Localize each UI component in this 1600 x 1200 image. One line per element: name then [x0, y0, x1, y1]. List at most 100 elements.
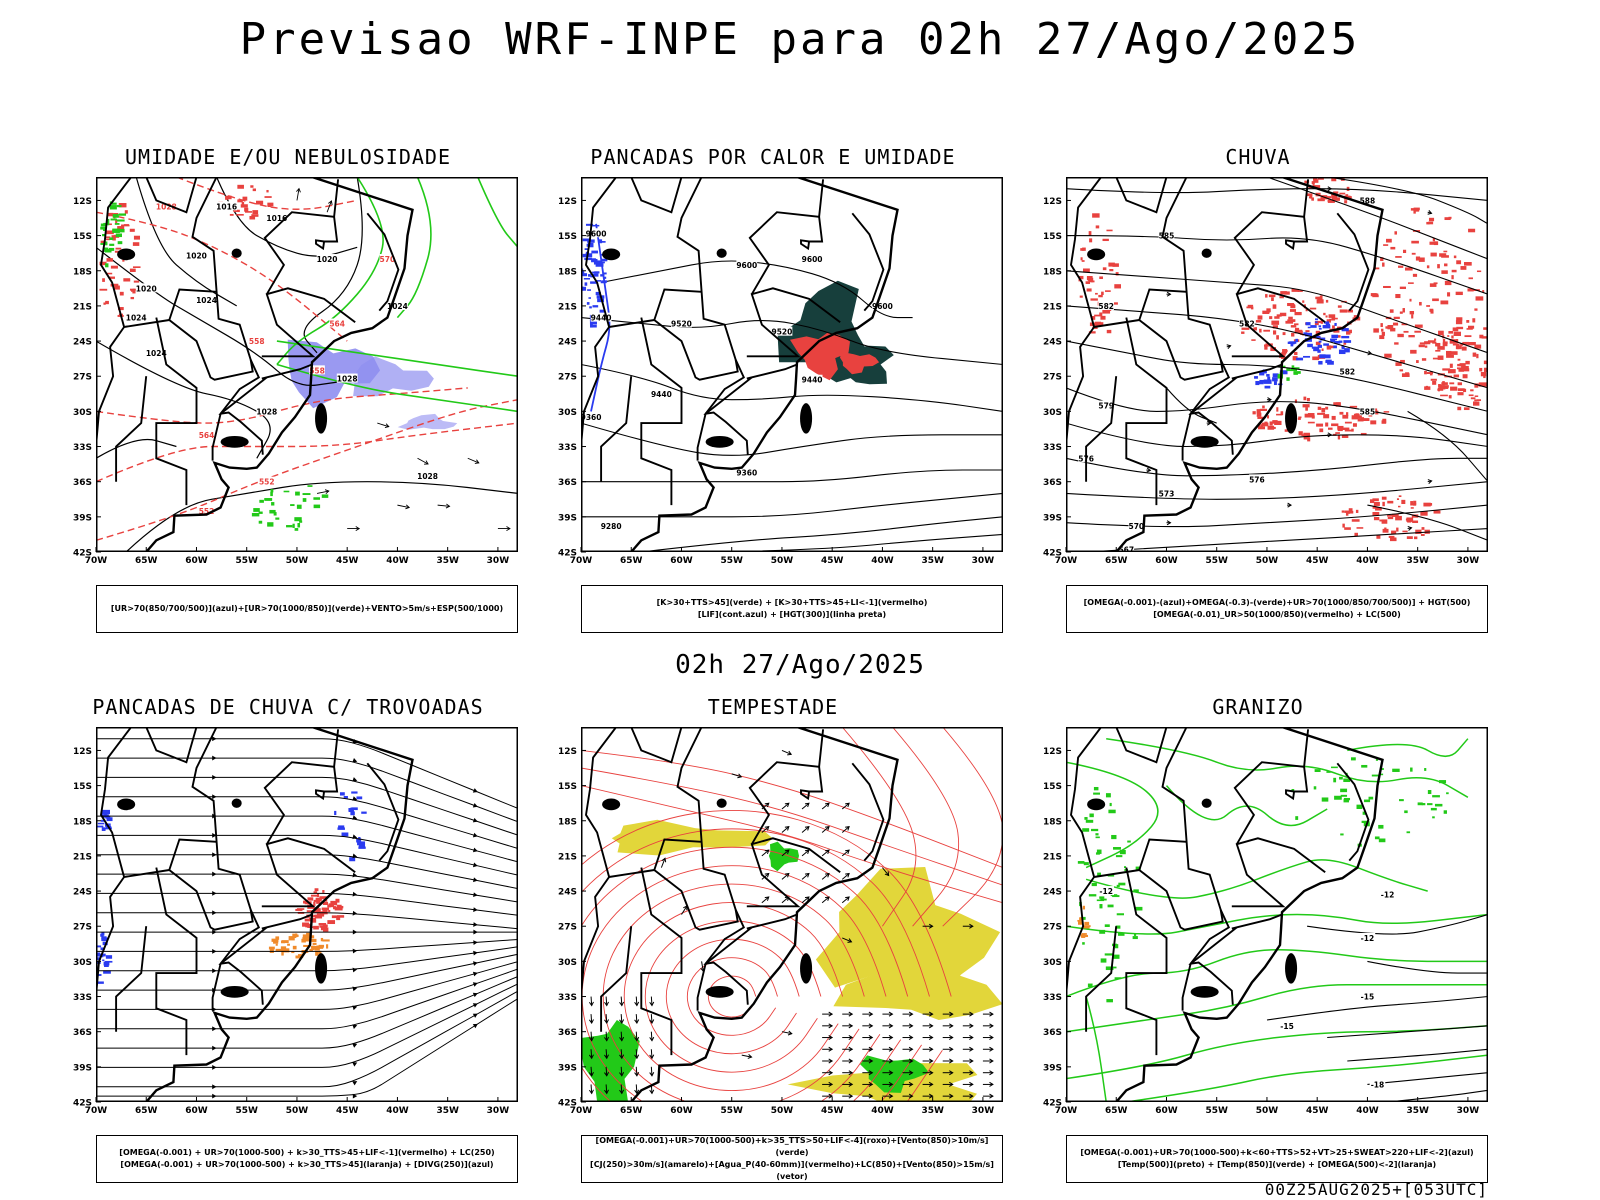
- lat-label: 12S: [1043, 747, 1062, 757]
- wind-vector: [781, 826, 790, 833]
- legend-line: [OMEGA(-0.001)-(azul)+OMEGA(-0.3)-(verde…: [1083, 598, 1471, 607]
- streamline-arrow: [472, 992, 478, 998]
- shaded-cell: [1086, 288, 1092, 292]
- shaded-cell: [1475, 296, 1484, 301]
- shaded-cell: [1080, 248, 1084, 251]
- shaded-cell: [301, 938, 306, 943]
- lake: [1190, 435, 1219, 448]
- panel-umidade: UMIDADE E/OU NEBULOSIDADE 1016 1016 1020 10…: [58, 145, 518, 635]
- shaded-cell: [1381, 768, 1384, 770]
- streamline-850: [581, 767, 1003, 886]
- shaded-cell: [1378, 824, 1384, 829]
- shaded-cell: [1384, 527, 1387, 531]
- wind-vector-head: [908, 1093, 914, 1099]
- shaded-cell: [599, 241, 606, 243]
- shaded-cell: [1427, 340, 1436, 343]
- contour-line: [1367, 504, 1488, 541]
- wind-vector-head: [1407, 525, 1413, 531]
- shaded-cell: [1304, 180, 1310, 184]
- contour-label-bg: [1249, 474, 1265, 484]
- run-footer: 00Z25AUG2025+[053UTC]: [1264, 1180, 1488, 1199]
- contour-label-bg: [1098, 886, 1114, 896]
- shaded-cell: [102, 234, 105, 237]
- lat-label: 36S: [1043, 1028, 1062, 1038]
- lon-label: 55W: [235, 556, 258, 566]
- contour-line: [581, 469, 1003, 483]
- contour-label-bg: [329, 318, 345, 328]
- lat-label: 18S: [558, 817, 577, 827]
- wind-vector-head: [969, 1046, 974, 1052]
- forecast-time-label: 02h 27/Ago/2025: [675, 650, 925, 680]
- shaded-cell: [1319, 428, 1324, 433]
- lon-label: 70W: [570, 1106, 593, 1116]
- shaded-cell: [105, 815, 111, 819]
- streamline-850: [942, 727, 1003, 927]
- wind-vector-head: [868, 1046, 874, 1052]
- contour-label: 1020: [186, 252, 207, 261]
- wind-vector: [635, 1049, 638, 1059]
- streamline-arrow: [472, 817, 478, 823]
- shaded-cell: [588, 297, 591, 299]
- lon-label: 50W: [1256, 556, 1279, 566]
- shaded-cell: [318, 944, 325, 948]
- shaded-cell: [288, 936, 295, 941]
- border-line: [1138, 288, 1224, 381]
- wind-vector-head: [784, 872, 790, 878]
- shaded-cell: [1372, 506, 1377, 509]
- shaded-cell: [123, 278, 131, 282]
- lat-label: 21S: [1043, 302, 1062, 312]
- shaded-cell: [585, 223, 594, 226]
- contour-line: [96, 387, 468, 424]
- shaded-cell: [1333, 317, 1338, 320]
- border-line: [1181, 413, 1192, 461]
- shaded-cell: [1429, 371, 1433, 376]
- shaded-cell: [324, 899, 328, 902]
- wind-vector: [635, 996, 638, 1006]
- shaded-cell: [334, 810, 337, 816]
- contour-line: [276, 340, 518, 377]
- panel-title: UMIDADE E/OU NEBULOSIDADE: [124, 145, 452, 169]
- shaded-cell: [1096, 849, 1102, 854]
- streamline: [96, 738, 518, 809]
- streamline: [96, 953, 518, 991]
- shaded-cell: [1298, 431, 1303, 436]
- lon-label: 40W: [1356, 1106, 1379, 1116]
- shaded-cell: [236, 214, 244, 216]
- wind-vector-head: [848, 1093, 854, 1099]
- shaded-cell: [1307, 343, 1313, 348]
- shaded-cell: [1091, 882, 1097, 887]
- shaded-cell: [1331, 423, 1339, 427]
- lat-label: 42S: [73, 1099, 92, 1109]
- contour-line: [1387, 1089, 1488, 1102]
- shaded-cell: [1303, 436, 1310, 440]
- wind-vector: [590, 1031, 593, 1041]
- wind-vector: [841, 873, 850, 880]
- wind-vector-head: [328, 200, 333, 205]
- shaded-cell: [1344, 200, 1348, 204]
- shaded-cell: [1304, 413, 1313, 418]
- lat-label: 30S: [73, 408, 92, 418]
- shaded-cell: [314, 888, 319, 892]
- shaded-cell: [99, 288, 108, 291]
- panel-pancadas-calor: PANCADAS POR CALOR E UMIDADE 9600 9600 960…: [543, 145, 1003, 635]
- border-line: [1161, 177, 1234, 455]
- wind-vector-head: [949, 1023, 954, 1029]
- shaded-cell: [1289, 341, 1297, 344]
- contour-line: [303, 177, 363, 354]
- shaded-cell: [1313, 346, 1320, 352]
- shaded-cell: [1272, 420, 1278, 424]
- wind-vector-head: [619, 1036, 625, 1042]
- contour-line: [1086, 528, 1488, 552]
- shaded-cell: [1099, 929, 1106, 934]
- shaded-cell: [1424, 341, 1431, 345]
- shaded-cell: [1324, 322, 1328, 324]
- contour-label: 1016: [216, 202, 237, 211]
- wind-vector-head: [969, 1011, 974, 1017]
- contour-line: [477, 177, 518, 248]
- shaded-cell: [361, 811, 367, 814]
- shaded-cell: [1457, 392, 1464, 396]
- wind-vector-head: [949, 1093, 954, 1099]
- border-line: [211, 413, 222, 461]
- shaded-cell: [1094, 314, 1101, 317]
- shaded-cell: [275, 936, 280, 940]
